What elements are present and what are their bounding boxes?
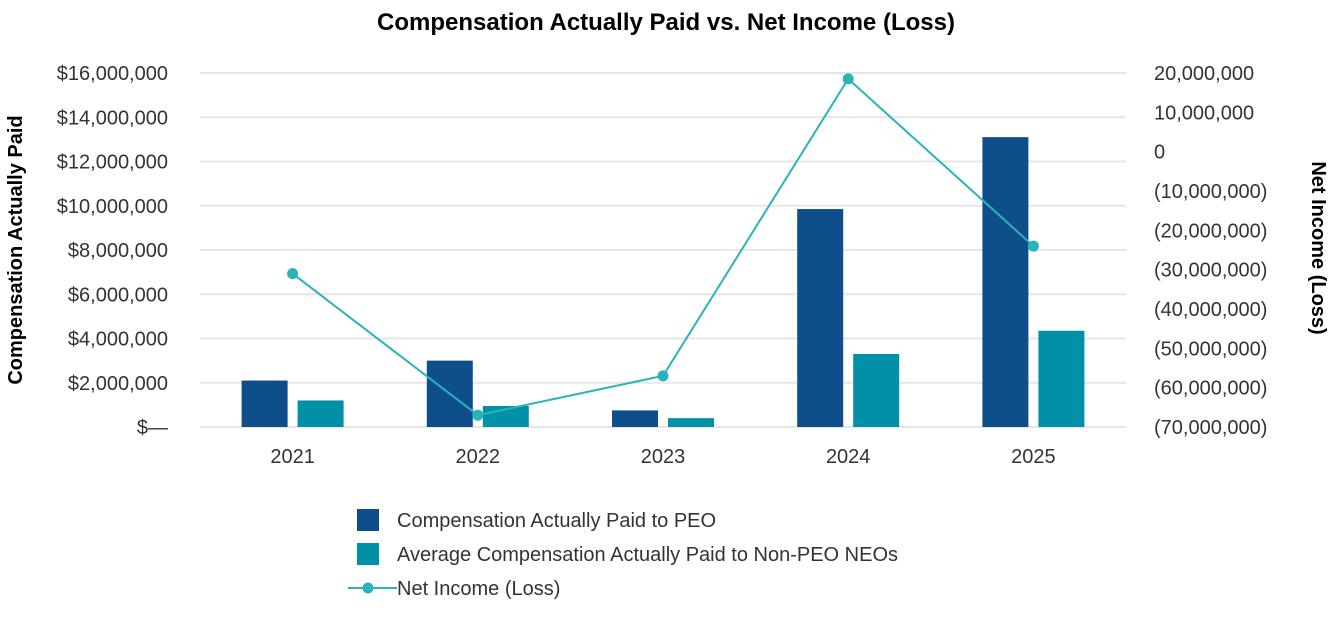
x-tick-label: 2021 (270, 446, 315, 468)
y-left-tick-labels: $— $2,000,000 $4,000,000 $6,000,000 $8,000,0… (57, 63, 168, 439)
y-right-tick-label: 20,000,000 (1154, 63, 1254, 85)
legend-label: Average Compensation Actually Paid to No… (397, 544, 898, 566)
net-income-point (472, 409, 484, 421)
non-peo-neo-bar (668, 418, 714, 427)
y-left-tick-label: $2,000,000 (68, 373, 168, 395)
y-left-tick-label: $16,000,000 (57, 63, 168, 85)
net-income-point (842, 73, 854, 85)
legend-label: Net Income (Loss) (397, 578, 560, 600)
legend: Compensation Actually Paid to PEO Average… (348, 509, 898, 600)
y-right-tick-label: (40,000,000) (1154, 299, 1267, 321)
peo-bar (797, 209, 844, 427)
grid-layer (200, 72, 1126, 428)
net-income-point (287, 268, 299, 280)
y-left-tick-label: $14,000,000 (57, 107, 168, 129)
net-income-line-layer (287, 73, 1039, 421)
legend-swatch-non-peo-neo (357, 543, 379, 565)
y-right-tick-label: 0 (1154, 142, 1165, 164)
peo-bar (241, 380, 288, 427)
net-income-point (1027, 240, 1039, 252)
y-left-tick-label: $4,000,000 (68, 329, 168, 351)
peo-bar (982, 137, 1029, 427)
net-income-line (291, 77, 1035, 417)
y-right-tick-labels: 20,000,000 10,000,000 0 (10,000,000) (20,000… (1154, 63, 1267, 439)
y-right-axis-title: Net Income (Loss) (1307, 161, 1329, 334)
x-tick-label: 2025 (1011, 446, 1056, 468)
y-right-tick-label: (60,000,000) (1154, 378, 1267, 400)
legend-label: Compensation Actually Paid to PEO (397, 510, 716, 532)
y-left-tick-label: $— (137, 417, 168, 439)
bars (241, 137, 1085, 427)
non-peo-neo-bar (1038, 330, 1085, 427)
x-tick-labels: 2021 2022 2023 2024 2025 (270, 446, 1055, 468)
non-peo-neo-bar (853, 353, 900, 427)
y-right-tick-label: (50,000,000) (1154, 338, 1267, 360)
y-right-tick-label: (30,000,000) (1154, 260, 1267, 282)
non-peo-neo-bar (297, 400, 344, 427)
y-right-tick-label: (70,000,000) (1154, 417, 1267, 439)
y-right-tick-label: 10,000,000 (1154, 102, 1254, 124)
peo-bar (612, 410, 658, 427)
y-left-tick-label: $10,000,000 (57, 196, 168, 218)
y-left-axis-title: Compensation Actually Paid (5, 115, 27, 384)
y-left-tick-label: $6,000,000 (68, 284, 168, 306)
net-income-point (657, 370, 669, 382)
y-right-tick-label: (20,000,000) (1154, 220, 1267, 242)
legend-swatch-net-income-marker (362, 582, 374, 594)
y-right-tick-label: (10,000,000) (1154, 181, 1267, 203)
x-tick-label: 2022 (456, 446, 501, 468)
x-tick-label: 2024 (826, 446, 871, 468)
x-tick-label: 2023 (641, 446, 686, 468)
chart-title: Compensation Actually Paid vs. Net Incom… (377, 9, 955, 36)
y-left-tick-label: $12,000,000 (57, 152, 168, 174)
y-left-tick-label: $8,000,000 (68, 240, 168, 262)
legend-swatch-peo (357, 509, 379, 531)
